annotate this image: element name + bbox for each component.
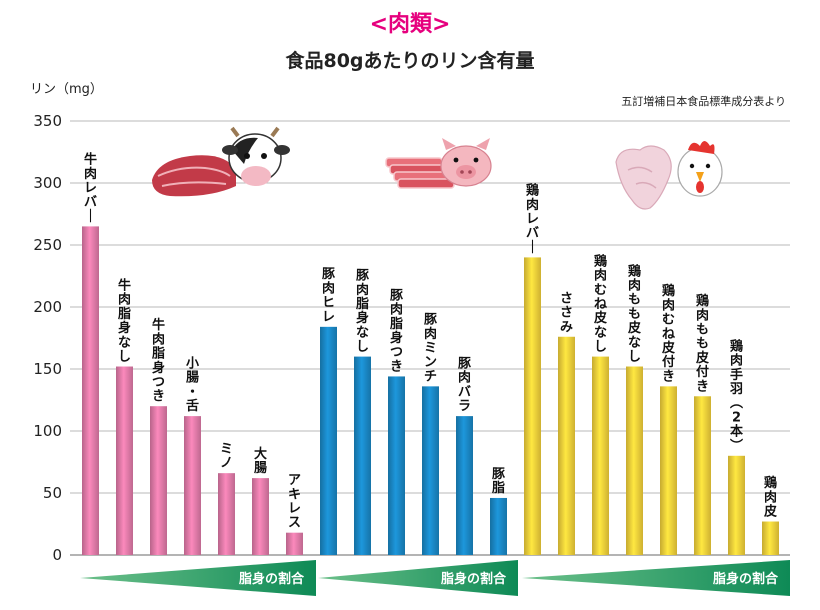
bar-label: ささみ [560, 291, 573, 334]
fat-ratio-label: 脂身の割合 [440, 571, 507, 587]
bar-label: 鶏肉手羽︵ 2 本︶ [729, 338, 743, 453]
bar [150, 406, 167, 555]
bar [184, 416, 201, 555]
y-tick-label: 350 [33, 112, 62, 130]
bar-label: 鶏肉もも皮なし [627, 263, 641, 364]
bar [524, 257, 541, 555]
beef-cow-icon [152, 126, 290, 197]
bar-label: アキレス [288, 473, 301, 531]
bar-label: 鶏肉レバ｜ [526, 183, 539, 256]
y-tick-label: 100 [33, 422, 62, 440]
bar [354, 356, 371, 555]
bar [728, 455, 745, 555]
bar [252, 478, 269, 555]
chart-title: <肉類> [369, 12, 451, 37]
bar [116, 366, 133, 555]
y-tick-label: 150 [33, 360, 62, 378]
bar [218, 473, 235, 555]
fat-ratio-label: 脂身の割合 [238, 571, 305, 587]
source-note: 五訂増補日本食品標準成分表より [621, 95, 786, 108]
bar-label: 大腸 [254, 446, 267, 476]
bar-label: 牛肉脂身つき [151, 317, 165, 404]
bar [82, 226, 99, 555]
fat-ratio-wedge [80, 560, 316, 596]
bar-label: 牛肉レバ｜ [84, 152, 97, 225]
bar [422, 386, 439, 555]
y-tick-label: 0 [52, 546, 62, 564]
y-tick-label: 200 [33, 298, 62, 316]
bar [694, 396, 711, 555]
bar-label: 鶏肉皮 [763, 475, 777, 519]
y-axis-label: リン（mg） [30, 82, 103, 97]
bar-label: 豚肉バラ [458, 357, 472, 415]
fat-ratio-wedge [522, 560, 790, 596]
bar-label: 豚肉ミンチ [424, 313, 438, 385]
chart-subtitle: 食品80gあたりのリン含有量 [285, 50, 535, 72]
bar [388, 376, 405, 555]
bar-label: 鶏肉むね皮付き [661, 283, 675, 384]
bar [626, 366, 643, 555]
bar [456, 416, 473, 555]
bar [320, 326, 337, 555]
bar [286, 532, 303, 555]
chicken-icon [615, 141, 723, 210]
bar-label: 豚肉脂身なし [355, 269, 370, 355]
y-tick-label: 50 [43, 484, 62, 502]
bar-label: 豚肉脂身つき [389, 288, 404, 374]
y-tick-label: 300 [33, 174, 62, 192]
fat-ratio-label: 脂身の割合 [712, 571, 779, 587]
pork-pig-icon [385, 138, 492, 189]
bar-label: 小腸・舌 [186, 357, 199, 415]
bar-label: 牛肉脂身なし [117, 278, 131, 365]
bar [762, 521, 779, 555]
bar-label: 豚脂 [491, 467, 506, 496]
bar [660, 386, 677, 555]
bar-label: 鶏肉もも皮付き [695, 293, 709, 394]
bar [592, 356, 609, 555]
bar-label: 鶏肉むね皮なし [593, 253, 607, 354]
fat-ratio-wedge [318, 560, 518, 596]
bar [558, 336, 575, 555]
bar [490, 497, 507, 555]
bar-label: ミノ [220, 442, 233, 471]
bar-label: 豚肉ヒレ [322, 267, 336, 325]
y-tick-label: 250 [33, 236, 62, 254]
